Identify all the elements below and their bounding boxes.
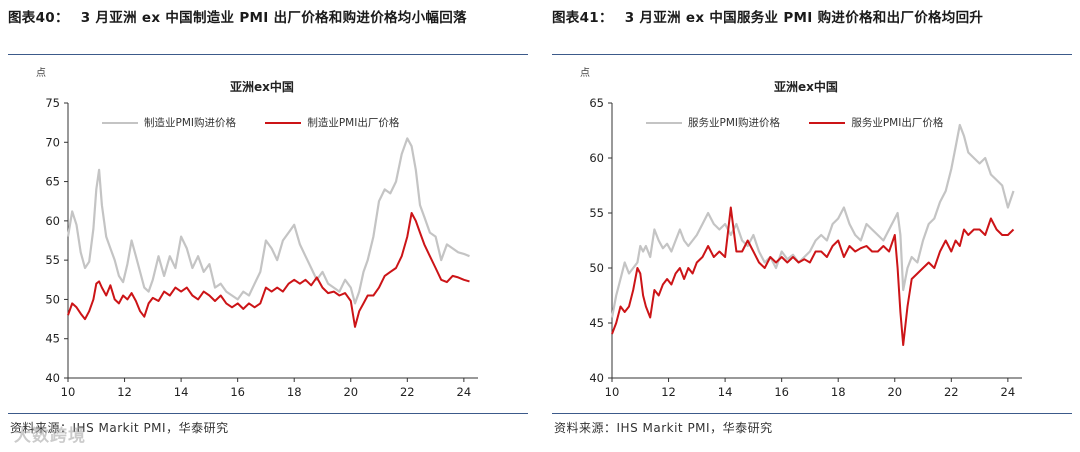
x-tick-label: 18: [831, 385, 846, 399]
legend: 制造业PMI购进价格 制造业PMI出厂价格: [102, 115, 425, 130]
x-tick-label: 14: [174, 385, 189, 399]
x-tick-label: 20: [887, 385, 902, 399]
y-tick-label: 50: [589, 261, 604, 275]
series-line-output-price: [611, 206, 1015, 346]
y-tick-label: 65: [589, 96, 604, 110]
series-line-output-price: [67, 212, 470, 328]
legend-item-input: 制造业PMI购进价格: [102, 117, 236, 129]
legend-swatch-output: [265, 122, 302, 124]
y-tick-label: 45: [589, 316, 604, 330]
y-tick-label: 55: [589, 206, 604, 220]
x-tick-label: 24: [457, 385, 472, 399]
x-tick-label: 24: [1001, 385, 1016, 399]
figure-label: 图表40：: [8, 10, 69, 26]
chart-panel-services: 图表41： 3 月亚洲 ex 中国服务业 PMI 购进价格和出厂价格均回升 点 亚…: [552, 0, 1080, 452]
legend-item-output: 服务业PMI出厂价格: [809, 117, 943, 129]
series-line-input-price: [66, 137, 470, 305]
x-tick-label: 22: [400, 385, 415, 399]
legend: 服务业PMI购进价格 服务业PMI出厂价格: [646, 115, 969, 130]
legend-swatch-input: [646, 122, 682, 124]
x-tick-label: 12: [661, 385, 676, 399]
plot-title: 亚洲ex中国: [230, 80, 294, 94]
chart-panel-manufacturing: 图表40： 3 月亚洲 ex 中国制造业 PMI 出厂价格和购进价格均小幅回落 点…: [8, 0, 538, 452]
title-rule: [552, 54, 1072, 55]
x-tick-label: 22: [944, 385, 959, 399]
y-tick-label: 75: [45, 96, 60, 110]
y-tick-label: 60: [589, 151, 604, 165]
source-rule: [8, 413, 528, 414]
figure-title: 图表41： 3 月亚洲 ex 中国服务业 PMI 购进价格和出厂价格均回升: [552, 8, 1072, 29]
y-tick-label: 50: [45, 292, 60, 306]
legend-swatch-output: [809, 122, 846, 124]
title-rule: [8, 54, 528, 55]
x-tick-label: 16: [774, 385, 789, 399]
series-line-input-price: [610, 123, 1015, 318]
x-tick-label: 16: [230, 385, 245, 399]
line-chart-services: 40 45 50 55 60 65 10 12 14 16 18 20 22 24: [589, 96, 1022, 399]
x-tick-label: 14: [718, 385, 733, 399]
y-tick-label: 45: [45, 332, 60, 346]
figure-label: 图表41：: [552, 10, 613, 26]
watermark: 大数跨境: [14, 426, 86, 446]
legend-label-input: 服务业PMI购进价格: [688, 117, 780, 129]
plot-title: 亚洲ex中国: [774, 80, 838, 94]
x-tick-label: 20: [343, 385, 358, 399]
x-tick-label: 18: [287, 385, 302, 399]
legend-item-output: 制造业PMI出厂价格: [265, 117, 399, 129]
y-tick-label: 40: [589, 371, 604, 385]
figure-title-text: 3 月亚洲 ex 中国制造业 PMI 出厂价格和购进价格均小幅回落: [80, 10, 467, 26]
source-note: 资料来源：IHS Markit PMI，华泰研究: [554, 421, 773, 435]
y-tick-label: 55: [45, 253, 60, 267]
y-tick-label: 70: [45, 135, 60, 149]
legend-label-input: 制造业PMI购进价格: [144, 117, 236, 129]
y-unit-label: 点: [580, 68, 590, 79]
y-tick-label: 60: [45, 214, 60, 228]
x-tick-label: 12: [117, 385, 132, 399]
line-chart-manufacturing: 40 45 50 55 60 65 70 75 10 12 14 16 18 20 22 24: [45, 96, 478, 399]
legend-label-output: 服务业PMI出厂价格: [851, 117, 944, 129]
x-tick-label: 10: [61, 385, 76, 399]
legend-item-input: 服务业PMI购进价格: [646, 117, 780, 129]
y-tick-label: 65: [45, 175, 60, 189]
y-unit-label: 点: [36, 68, 46, 79]
legend-swatch-input: [102, 122, 138, 124]
figure-title: 图表40： 3 月亚洲 ex 中国制造业 PMI 出厂价格和购进价格均小幅回落: [8, 8, 528, 29]
source-rule: [552, 413, 1072, 414]
source-note: 资料来源：IHS Markit PMI，华泰研究: [10, 421, 229, 435]
x-tick-label: 10: [605, 385, 620, 399]
figure-title-text: 3 月亚洲 ex 中国服务业 PMI 购进价格和出厂价格均回升: [624, 10, 984, 26]
legend-label-output: 制造业PMI出厂价格: [307, 117, 400, 129]
y-tick-label: 40: [45, 371, 60, 385]
